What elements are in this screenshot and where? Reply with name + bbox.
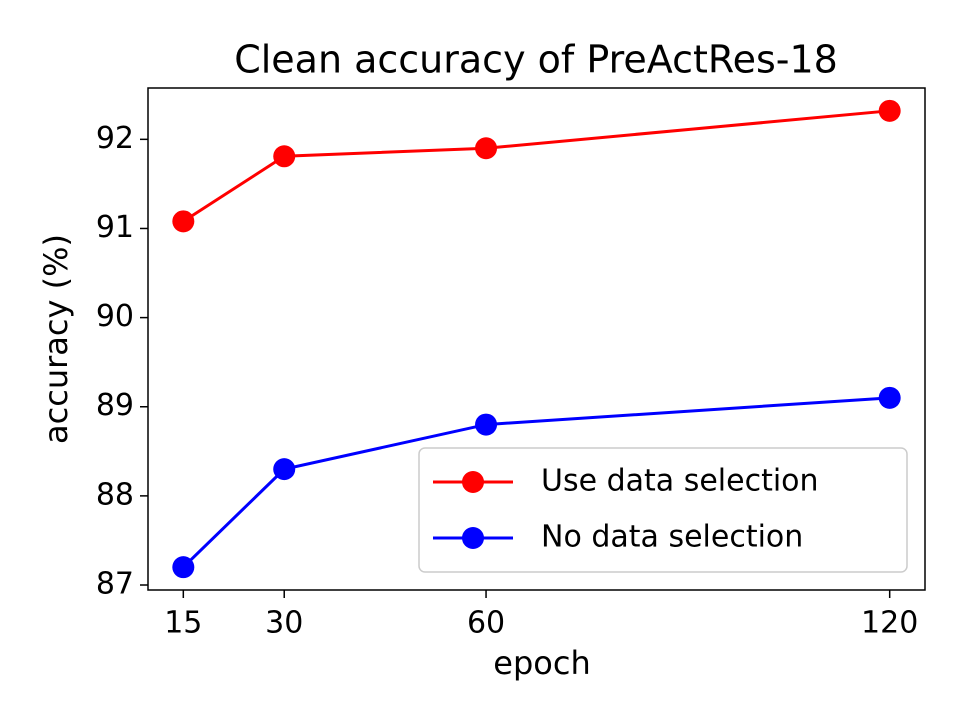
series-line	[182, 109, 890, 223]
data-point	[475, 413, 498, 436]
x-tick-label: 15	[164, 606, 202, 641]
y-axis-label: accuracy (%)	[37, 234, 75, 444]
y-tick-label: 87	[96, 567, 134, 602]
legend-marker	[462, 471, 484, 493]
data-point	[172, 210, 195, 233]
legend: Use data selection No data selection	[418, 447, 908, 573]
y-tick-label: 91	[96, 210, 134, 245]
data-point	[273, 145, 296, 168]
data-point	[878, 386, 901, 409]
legend-marker	[462, 527, 484, 549]
legend-box	[418, 447, 908, 573]
y-tick-label: 88	[96, 477, 134, 512]
data-point	[475, 137, 498, 160]
legend-label: No data selection	[541, 520, 803, 555]
x-axis-label: epoch	[493, 644, 590, 682]
x-tick-label: 60	[467, 606, 505, 641]
y-tick-label: 90	[96, 299, 134, 334]
legend-label: Use data selection	[541, 464, 819, 499]
data-point	[273, 458, 296, 481]
x-tick-label: 30	[265, 606, 303, 641]
plot-frame	[147, 87, 926, 591]
y-tick-label: 92	[96, 121, 134, 156]
data-point	[878, 99, 901, 122]
series-line	[182, 396, 890, 569]
y-tick-label: 89	[96, 388, 134, 423]
chart-title: Clean accuracy of PreActRes-18	[234, 38, 838, 82]
data-point	[172, 556, 195, 579]
x-tick-label: 120	[861, 606, 918, 641]
